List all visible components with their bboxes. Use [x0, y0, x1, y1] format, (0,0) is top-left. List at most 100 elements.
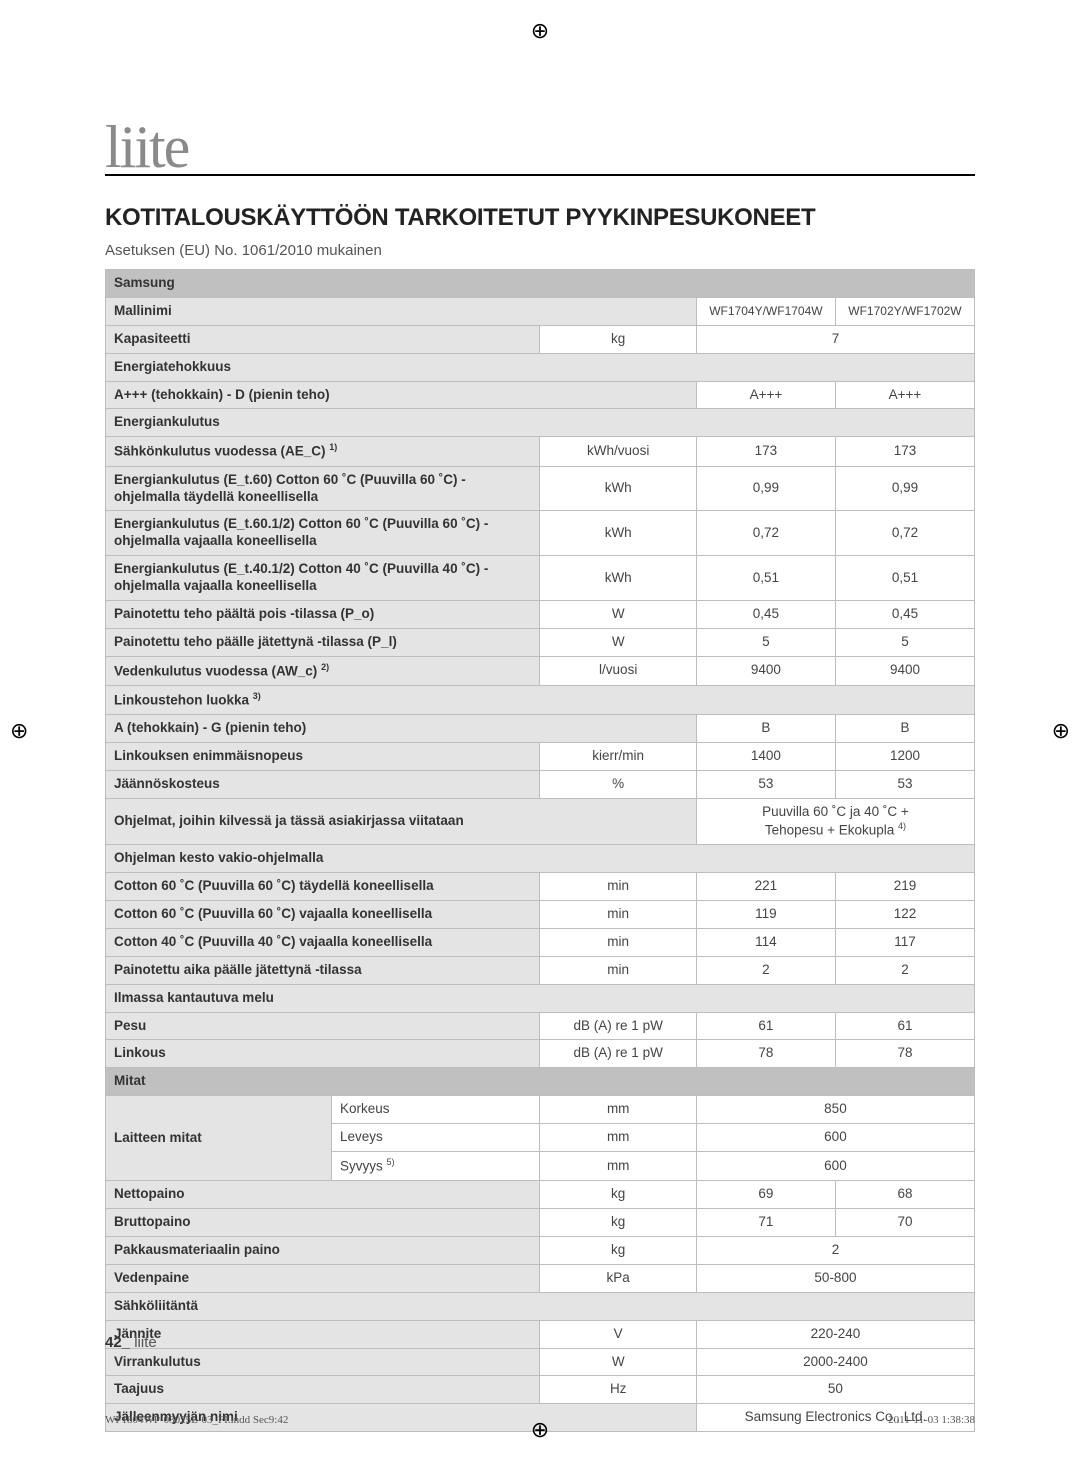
text: Puuvilla 60 ˚C ja 40 ˚C + [762, 804, 909, 819]
table-cell: min [540, 873, 696, 901]
table-cell: kWh [540, 556, 696, 601]
table-row: Jännite [106, 1320, 540, 1348]
table-cell: 2000-2400 [696, 1348, 974, 1376]
table-cell: 0,45 [835, 600, 974, 628]
table-cell: 71 [696, 1209, 835, 1237]
crop-mark-icon: ⊕ [1052, 718, 1070, 744]
table-cell: kWh [540, 511, 696, 556]
regulation-subtitle: Asetuksen (EU) No. 1061/2010 mukainen [105, 242, 975, 259]
table-cell: mm [540, 1151, 696, 1180]
label: Linkoustehon luokka [114, 693, 253, 708]
footer-text: liite [134, 1334, 157, 1351]
table-cell: 70 [835, 1209, 974, 1237]
table-cell: 69 [696, 1181, 835, 1209]
table-row: Taajuus [106, 1376, 540, 1404]
table-cell: 7 [696, 325, 974, 353]
spec-table: Samsung Mallinimi WF1704Y/WF1704W WF1702… [105, 269, 975, 1432]
table-row: Sähkönkulutus vuodessa (AE_C) 1) [106, 437, 540, 466]
print-slug: WF1804WP-03025L-03_FI.indd Sec9:42 2011-… [105, 1414, 975, 1426]
table-cell: W [540, 628, 696, 656]
table-cell: W [540, 1348, 696, 1376]
table-cell: 9400 [696, 656, 835, 685]
table-row: Jäännöskosteus [106, 771, 540, 799]
table-cell: min [540, 956, 696, 984]
table-cell: 0,51 [696, 556, 835, 601]
footnote-ref: 4) [898, 821, 906, 831]
table-cell: 850 [696, 1096, 974, 1124]
page-title: liite [105, 120, 975, 176]
table-cell: 78 [835, 1040, 974, 1068]
table-row: A (tehokkain) - G (pienin teho) [106, 715, 697, 743]
table-cell: Korkeus [331, 1096, 540, 1124]
table-cell: 1400 [696, 743, 835, 771]
table-cell: Syvyys 5) [331, 1151, 540, 1180]
table-cell: mm [540, 1124, 696, 1152]
table-row: Mitat [106, 1068, 975, 1096]
table-cell: kg [540, 1209, 696, 1237]
text: Tehopesu + Ekokupla [765, 822, 898, 837]
table-cell: % [540, 771, 696, 799]
table-cell: 0,72 [835, 511, 974, 556]
table-cell: dB (A) re 1 pW [540, 1012, 696, 1040]
table-row: Painotettu teho päälle jätettynä -tilass… [106, 628, 540, 656]
footnote-ref: 5) [386, 1157, 394, 1167]
table-row: Energiatehokkuus [106, 353, 975, 381]
table-cell: 220-240 [696, 1320, 974, 1348]
table-cell: min [540, 901, 696, 929]
table-row: Painotettu teho päältä pois -tilassa (P_… [106, 600, 540, 628]
table-row: Virrankulutus [106, 1348, 540, 1376]
table-cell: l/vuosi [540, 656, 696, 685]
table-cell: min [540, 928, 696, 956]
table-cell: V [540, 1320, 696, 1348]
table-cell: 5 [696, 628, 835, 656]
table-cell: 600 [696, 1124, 974, 1152]
table-cell: 68 [835, 1181, 974, 1209]
table-cell: 0,45 [696, 600, 835, 628]
table-row: A+++ (tehokkain) - D (pienin teho) [106, 381, 697, 409]
table-row: Kapasiteetti [106, 325, 540, 353]
table-row: Bruttopaino [106, 1209, 540, 1237]
table-cell: B [835, 715, 974, 743]
table-cell: kWh/vuosi [540, 437, 696, 466]
table-cell: kWh [540, 466, 696, 511]
table-cell: Leveys [331, 1124, 540, 1152]
table-cell: 173 [696, 437, 835, 466]
table-cell: kPa [540, 1264, 696, 1292]
table-cell: 5 [835, 628, 974, 656]
table-cell: 9400 [835, 656, 974, 685]
table-row: Linkouksen enimmäisnopeus [106, 743, 540, 771]
table-row: Painotettu aika päälle jätettynä -tilass… [106, 956, 540, 984]
table-cell: 53 [696, 771, 835, 799]
table-cell: 2 [696, 1237, 974, 1265]
table-cell: 221 [696, 873, 835, 901]
table-cell: 50-800 [696, 1264, 974, 1292]
table-cell: 119 [696, 901, 835, 929]
table-row: Laitteen mitat [106, 1096, 332, 1181]
table-cell: 2 [696, 956, 835, 984]
table-cell: 0,99 [835, 466, 974, 511]
table-cell: 0,51 [835, 556, 974, 601]
table-cell: kg [540, 1181, 696, 1209]
table-row: Ilmassa kantautuva melu [106, 984, 975, 1012]
table-cell: dB (A) re 1 pW [540, 1040, 696, 1068]
table-cell: 600 [696, 1151, 974, 1180]
crop-mark-icon: ⊕ [531, 18, 549, 44]
table-row: Vedenkulutus vuodessa (AW_c) 2) [106, 656, 540, 685]
page-footer: 42_ liite [105, 1334, 157, 1351]
table-cell: 50 [696, 1376, 974, 1404]
table-cell: Hz [540, 1376, 696, 1404]
table-cell: kg [540, 1237, 696, 1265]
table-cell: mm [540, 1096, 696, 1124]
table-cell: 122 [835, 901, 974, 929]
table-row: Linkous [106, 1040, 540, 1068]
table-cell: A+++ [696, 381, 835, 409]
table-row: Sähköliitäntä [106, 1292, 975, 1320]
table-cell: 114 [696, 928, 835, 956]
table-row: Pesu [106, 1012, 540, 1040]
table-cell: kierr/min [540, 743, 696, 771]
table-cell: 1200 [835, 743, 974, 771]
label: Vedenkulutus vuodessa (AW_c) [114, 663, 321, 678]
table-cell: Puuvilla 60 ˚C ja 40 ˚C + Tehopesu + Ekok… [696, 799, 974, 845]
footnote-ref: 1) [329, 442, 337, 452]
slug-timestamp: 2011-11-03 1:38:38 [888, 1414, 975, 1426]
